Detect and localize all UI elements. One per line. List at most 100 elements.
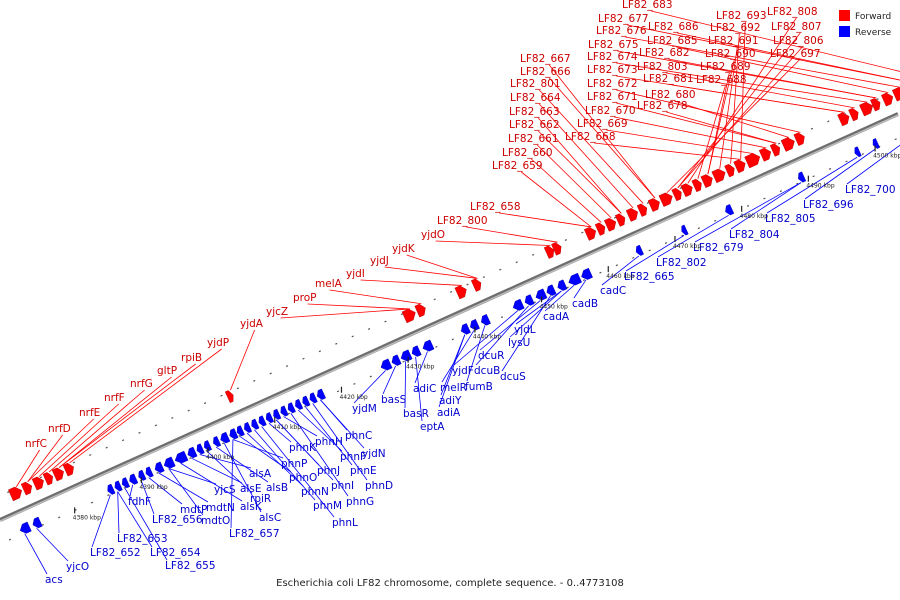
reverse-gene-label: phnI [331,480,354,492]
reverse-gene-block [220,431,231,444]
reverse-gene-leader [625,235,685,272]
reverse-gene-leader [168,468,217,485]
tick-label: 4410 kbp [273,424,301,431]
forward-gene-label: LF82_658 [470,201,521,213]
tick-label: 4480 kbp [740,213,768,220]
reverse-gene-block [317,388,326,400]
forward-gene-label: yjdA [240,318,264,330]
reverse-gene-leader [117,491,120,534]
reverse-gene-label: basR [403,408,429,420]
reverse-gene-block [107,483,116,495]
forward-gene-leader [466,226,558,243]
forward-gene-leader [15,449,40,488]
reverse-gene-label: phnE [350,465,377,477]
reverse-gene-block [302,395,311,407]
reverse-gene-block [187,446,198,459]
reverse-gene-leader [312,403,368,481]
reverse-gene-label: alsA [249,468,272,480]
reverse-gene-block [460,323,471,335]
forward-gene-block [671,187,682,202]
reverse-gene-label: yjdN [362,448,386,460]
reverse-gene-label: adiA [437,407,461,419]
forward-gene-leader [707,72,730,175]
reverse-gene-leader [657,214,729,258]
map-caption: Escherichia coli LF82 chromosome, comple… [276,578,624,589]
reverse-gene-block [213,436,222,447]
tick-label: 4390 kbp [139,484,167,491]
legend: Forward Reverse [839,10,892,38]
forward-gene-label: LF82_672 [587,78,638,90]
forward-gene-label: melA [315,278,343,290]
forward-gene-block [583,227,597,241]
forward-gene-label: yjdO [421,229,445,241]
reverse-gene-label: fdhF [128,496,151,508]
forward-gene-block [733,159,746,174]
forward-gene-leader [677,32,900,81]
forward-gene-label: LF82_801 [510,78,561,90]
forward-gene-label: yjdJ [370,255,389,267]
reverse-gene-leader [140,480,155,515]
reverse-gene-label: cadC [600,285,626,297]
forward-gene-labels: LF82_683 LF82_677LF82_686LF82_676LF82_685… [15,0,900,488]
reverse-gene-leader [846,144,900,185]
forward-gene-leader [594,142,741,160]
forward-gene-leader [27,434,63,482]
forward-gene-label: LF82_670 [585,105,636,117]
forward-gene-label: LF82_667 [520,53,571,65]
reverse-gene-block [380,358,393,371]
forward-gene-leader [48,389,145,473]
reverse-gene-block [174,450,189,464]
forward-gene-block [636,203,648,217]
forward-gene-label: LF82_663 [509,106,560,118]
reverse-gene-leader [475,305,529,366]
reverse-gene-leader [36,527,69,562]
reverse-gene-track [19,138,880,534]
forward-gene-leader [536,144,612,219]
forward-gene-label: LF82_668 [565,131,616,143]
forward-gene-block [793,132,805,146]
forward-gene-block [414,303,426,318]
reverse-gene-label: LF82_653 [117,533,168,545]
forward-gene-leader [719,46,738,169]
reverse-gene-block [681,224,689,236]
reverse-gene-block [798,171,807,183]
reverse-gene-label: dcuB [474,365,500,377]
reverse-gene-leader [353,370,386,404]
forward-gene-label: LF82_660 [502,147,553,159]
forward-gene-leader [740,21,746,160]
reverse-gene-block [470,319,480,331]
reverse-gene-block [411,345,422,357]
forward-gene-leader [627,24,900,81]
forward-gene-block [224,390,234,404]
forward-gene-track [8,87,900,502]
forward-gene-label: LF82_690 [705,48,756,60]
forward-gene-block [837,112,850,127]
reverse-gene-block [138,469,147,481]
reverse-gene-label: phnC [345,430,372,442]
reverse-gene-label: cadB [572,298,598,310]
reverse-gene-label: LF82_700 [845,184,896,196]
forward-gene-label: LF82_681 [643,73,694,85]
reverse-gene-leader [180,462,243,502]
forward-gene-label: LF82_697 [770,48,821,60]
forward-gene-block [401,308,416,324]
forward-gene-leader [329,289,422,305]
reverse-gene-label: lysU [508,337,530,349]
reverse-gene-label: dcuS [500,371,526,383]
forward-gene-block [724,164,735,178]
reverse-gene-label: adiY [439,395,462,407]
forward-gene-label: LF82_807 [771,21,822,33]
reverse-gene-label: yjdM [352,403,377,415]
tick-label: 4420 kbp [339,394,367,401]
legend-forward-label: Forward [855,12,891,22]
reverse-gene-leader [168,468,204,516]
reverse-gene-block [524,294,535,306]
forward-gene-label: LF82_692 [710,22,761,34]
forward-gene-block [700,174,713,188]
reverse-gene-label: phnN [301,486,329,498]
reverse-gene-leader [438,334,466,408]
reverse-gene-label: eptA [420,421,445,433]
reverse-gene-block [273,408,282,420]
forward-gene-leader [548,64,656,199]
reverse-gene-leader [199,454,252,469]
